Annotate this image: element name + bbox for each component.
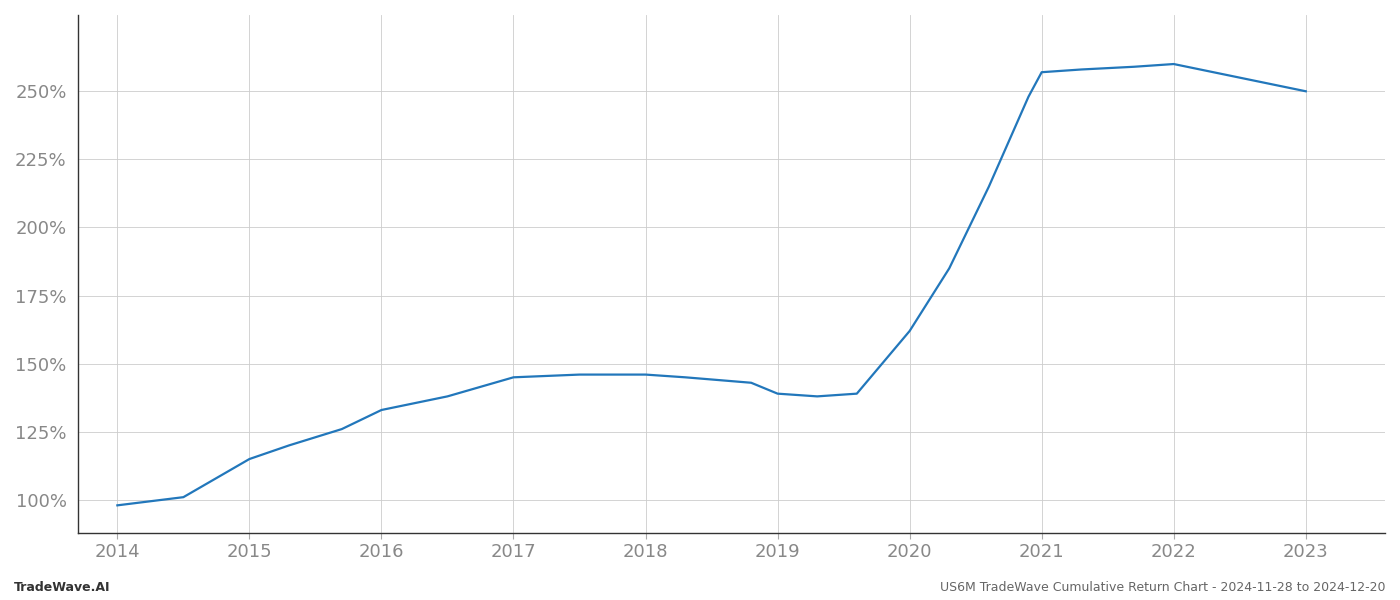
Text: US6M TradeWave Cumulative Return Chart - 2024-11-28 to 2024-12-20: US6M TradeWave Cumulative Return Chart -… — [941, 581, 1386, 594]
Text: TradeWave.AI: TradeWave.AI — [14, 581, 111, 594]
